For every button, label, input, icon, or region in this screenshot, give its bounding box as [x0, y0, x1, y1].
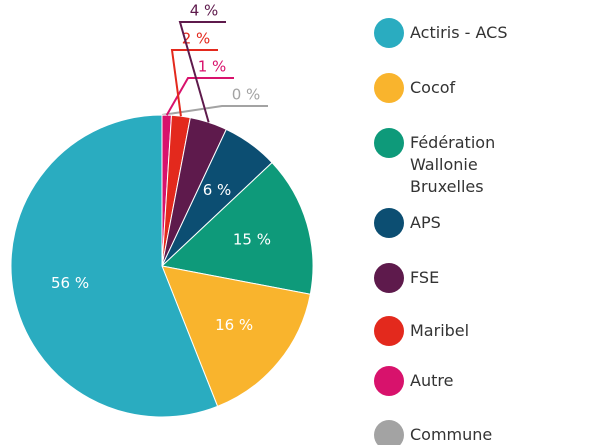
slice-label: 4 % — [190, 2, 219, 20]
pie-slice — [10, 114, 219, 418]
slice-label: 56 % — [51, 274, 89, 292]
slice-label: 0 % — [232, 86, 261, 104]
legend-label: Actiris - ACS — [410, 23, 508, 42]
legend-label: FSE — [410, 268, 440, 287]
leader-line — [161, 105, 268, 116]
legend-item: FSE — [374, 263, 560, 293]
legend-label: APS — [410, 213, 441, 232]
legend-swatch — [374, 208, 404, 238]
leader-line — [165, 77, 234, 116]
legend-swatch — [374, 128, 404, 158]
slice-label: 1 % — [198, 58, 227, 76]
pie-slice — [161, 265, 311, 408]
legend-label: Autre — [410, 371, 454, 390]
legend-swatch — [374, 316, 404, 346]
legend-swatch — [374, 366, 404, 396]
legend-swatch — [374, 420, 404, 445]
legend-item: Fédération Wallonie Bruxelles — [374, 128, 550, 198]
slice-label: 15 % — [233, 230, 271, 248]
slice-label: 2 % — [182, 30, 211, 48]
legend-label: Cocof — [410, 78, 456, 97]
legend-item: APS — [374, 208, 560, 238]
legend-item: Autre — [374, 366, 560, 396]
leader-line — [170, 49, 218, 117]
legend-item: Cocof — [374, 73, 560, 103]
legend-item: Commune — [374, 420, 560, 445]
legend-swatch — [374, 18, 404, 48]
legend-item: Maribel — [374, 316, 560, 346]
legend-label: Commune — [410, 425, 493, 444]
legend-label: Maribel — [410, 321, 470, 340]
pie-slice — [160, 161, 314, 295]
slice-label: 6 % — [203, 181, 232, 199]
slice-label: 16 % — [215, 316, 253, 334]
legend-item: Actiris - ACS — [374, 18, 560, 48]
legend-label: Fédération Wallonie Bruxelles — [410, 133, 496, 196]
legend-swatch — [374, 73, 404, 103]
legend-swatch — [374, 263, 404, 293]
leader-line — [178, 21, 226, 123]
